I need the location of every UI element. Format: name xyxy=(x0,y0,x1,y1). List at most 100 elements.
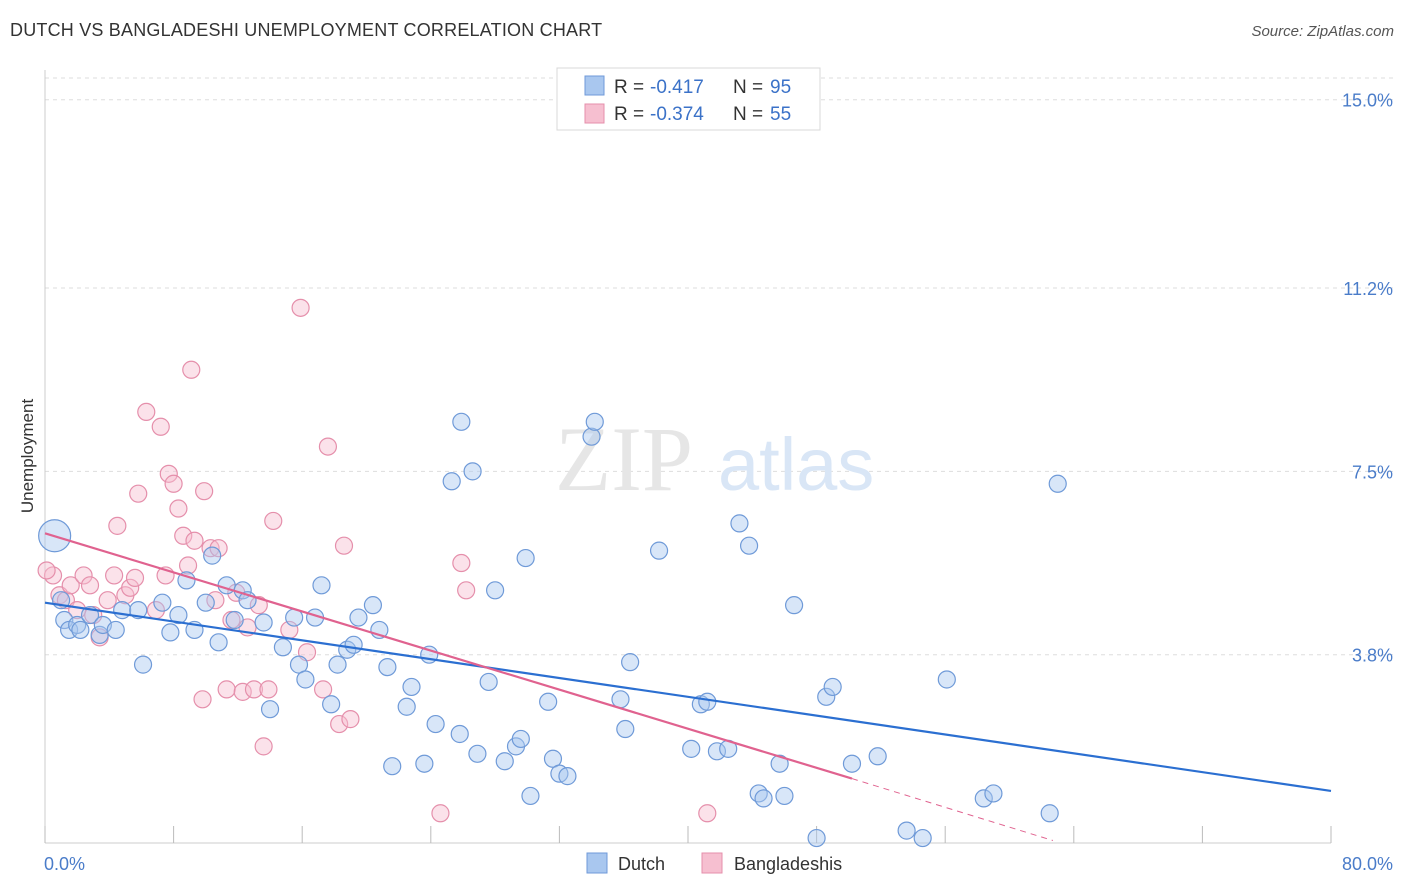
dutch-point xyxy=(402,677,421,697)
dutch-point xyxy=(621,653,640,672)
dutch-point xyxy=(153,593,172,612)
bangladeshis-point xyxy=(330,714,349,734)
dutch-point xyxy=(775,786,794,806)
watermark: ZIP atlas xyxy=(555,408,874,510)
legend-swatch-dutch xyxy=(584,75,605,96)
bangladeshis-point xyxy=(244,680,264,699)
legend-dutch-r: -0.417 xyxy=(650,77,704,98)
bangladeshis-point xyxy=(98,591,117,610)
bangladeshis-point xyxy=(291,298,310,317)
dutch-point xyxy=(349,608,368,627)
bottom-legend-dutch: Dutch xyxy=(618,854,665,874)
bangladeshis-point xyxy=(233,682,252,701)
dutch-point xyxy=(754,789,773,808)
bangladeshis-point xyxy=(105,566,124,585)
dutch-point xyxy=(203,546,222,565)
bangladeshis-point xyxy=(37,561,56,580)
bangladeshis-point xyxy=(452,553,471,573)
watermark-zip: ZIP xyxy=(555,408,693,510)
dutch-point xyxy=(452,412,471,431)
dutch-point xyxy=(582,427,601,446)
bangladeshis-point xyxy=(151,417,170,436)
dutch-point xyxy=(161,623,180,642)
correlation-legend: R = -0.417 N = 95 R = -0.374 N = 55 xyxy=(556,67,821,131)
dutch-point xyxy=(730,514,749,533)
legend-n-label: N = xyxy=(733,77,763,98)
dutch-point xyxy=(823,677,842,697)
bangladeshis-point xyxy=(313,680,333,699)
dutch-point xyxy=(739,536,759,555)
grid-lines xyxy=(45,77,1393,656)
x-tick-label: 80.0% xyxy=(1342,854,1393,874)
dutch-point xyxy=(974,789,993,808)
dutch-point xyxy=(383,757,402,776)
dutch-point xyxy=(363,596,383,615)
dutch-point xyxy=(273,638,293,657)
dutch-point xyxy=(495,752,514,771)
bangladeshis-points xyxy=(37,298,717,823)
bangladeshis-trend-extension xyxy=(851,778,1054,842)
dutch-point xyxy=(328,655,347,674)
dutch-point xyxy=(133,655,153,674)
legend-bangladeshis-n: 55 xyxy=(770,104,791,125)
dutch-point xyxy=(260,700,280,719)
dutch-point xyxy=(479,672,498,692)
dutch-point xyxy=(113,601,132,620)
trend-lines xyxy=(44,532,1332,842)
bangladeshis-point xyxy=(74,566,93,585)
bottom-legend-swatch-dutch xyxy=(586,852,608,874)
x-tick-label: 0.0% xyxy=(44,854,85,874)
dutch-point xyxy=(378,657,397,677)
bottom-legend-swatch-bangladeshis xyxy=(701,852,723,874)
dutch-point xyxy=(209,633,228,652)
legend-swatch-bangladeshis xyxy=(584,103,605,124)
bangladeshis-point xyxy=(121,578,140,597)
bangladeshis-point xyxy=(108,516,127,535)
dutch-point xyxy=(698,692,717,711)
dutch-point xyxy=(225,610,244,630)
dutch-trend-line xyxy=(44,601,1332,793)
series-legend: Dutch Bangladeshis xyxy=(586,852,842,874)
dutch-point xyxy=(511,729,530,749)
bangladeshis-point xyxy=(129,484,148,503)
dutch-points xyxy=(38,412,1067,848)
axes xyxy=(44,70,1332,844)
legend-n-label: N = xyxy=(733,104,763,125)
bangladeshis-point xyxy=(174,526,193,545)
legend-dutch-n: 95 xyxy=(770,77,791,98)
watermark-atlas: atlas xyxy=(718,423,874,506)
bangladeshis-point xyxy=(193,690,212,709)
bangladeshis-point xyxy=(169,499,188,518)
dutch-point xyxy=(521,786,540,806)
dutch-point xyxy=(254,613,273,632)
legend-r-label: R = xyxy=(614,77,644,98)
dutch-point xyxy=(68,615,87,635)
bangladeshis-point xyxy=(217,680,236,699)
dutch-point xyxy=(807,828,826,848)
dutch-point xyxy=(913,828,932,848)
dutch-point xyxy=(516,548,535,568)
bangladeshis-point xyxy=(254,737,273,756)
legend-r-label: R = xyxy=(614,104,644,125)
dutch-point xyxy=(1048,474,1067,493)
bangladeshis-point xyxy=(249,596,268,615)
bangladeshis-point xyxy=(137,402,156,422)
y-tick-label: 7.5% xyxy=(1352,462,1393,482)
bangladeshis-point xyxy=(164,474,183,493)
dutch-point xyxy=(770,754,789,773)
dutch-point xyxy=(784,596,804,615)
dutch-point xyxy=(937,670,956,689)
bangladeshis-point xyxy=(61,576,80,595)
bangladeshis-point xyxy=(334,536,354,555)
bangladeshis-point xyxy=(125,568,145,588)
chart-title: DUTCH VS BANGLADESHI UNEMPLOYMENT CORREL… xyxy=(10,20,603,40)
dutch-point xyxy=(616,719,635,739)
bangladeshis-point xyxy=(209,539,228,558)
dutch-point xyxy=(842,754,862,773)
dutch-point xyxy=(129,601,148,620)
bangladeshis-point xyxy=(457,581,476,600)
dutch-point xyxy=(585,412,604,431)
dutch-point xyxy=(450,724,469,744)
bottom-legend-bangladeshis: Bangladeshis xyxy=(734,854,842,874)
